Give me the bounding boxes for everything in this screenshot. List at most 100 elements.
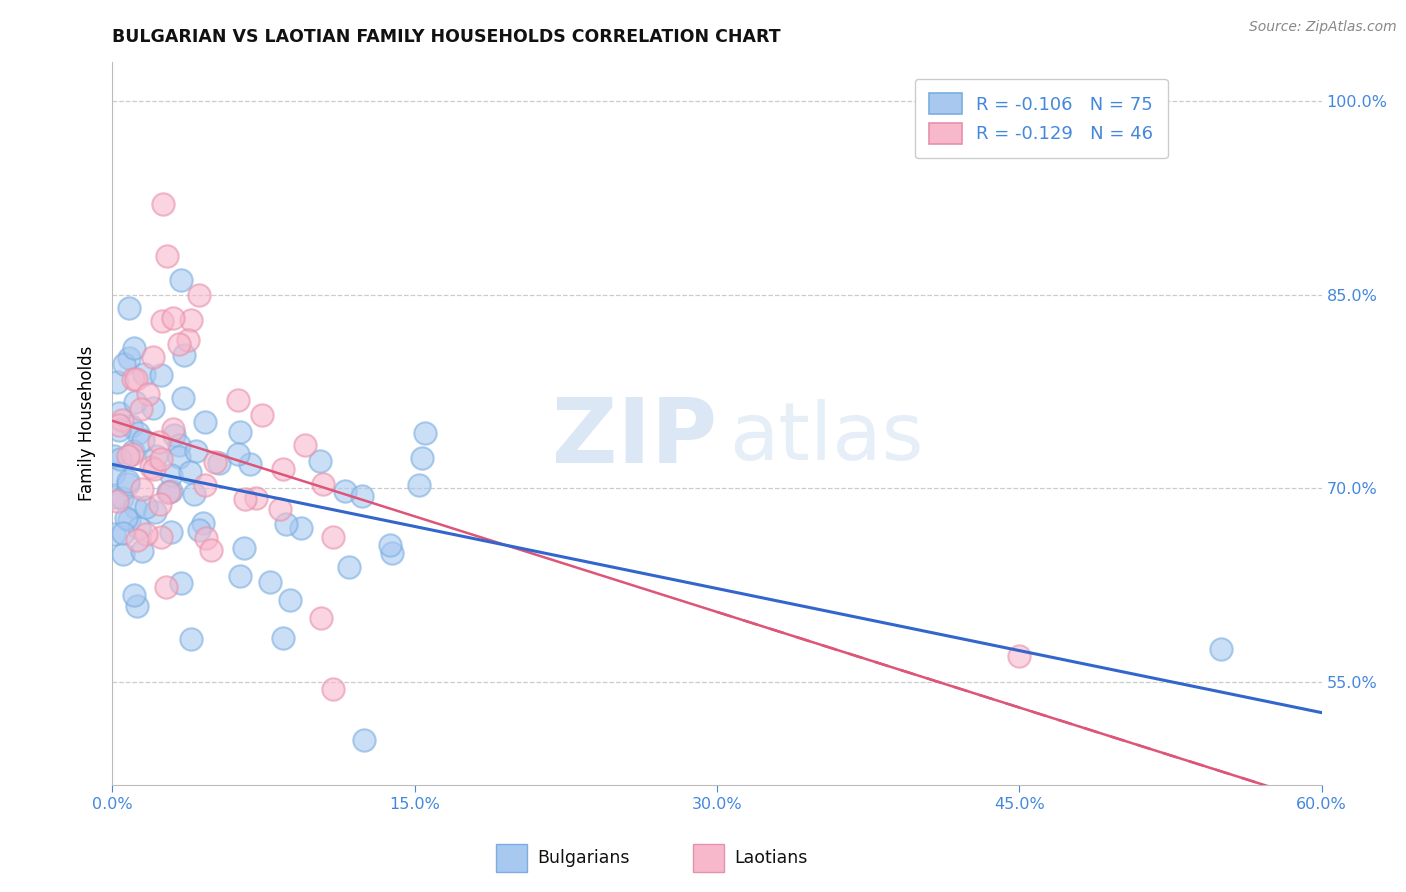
Point bbox=[122, 372, 145, 386]
Point bbox=[312, 477, 335, 491]
Point bbox=[139, 459, 162, 474]
Point bbox=[117, 477, 139, 491]
Point bbox=[335, 483, 357, 498]
Point bbox=[163, 428, 186, 442]
Point bbox=[309, 454, 332, 468]
Text: BULGARIAN VS LAOTIAN FAMILY HOUSEHOLDS CORRELATION CHART: BULGARIAN VS LAOTIAN FAMILY HOUSEHOLDS C… bbox=[112, 28, 782, 45]
Point bbox=[120, 419, 142, 434]
Point bbox=[413, 426, 436, 441]
Point bbox=[125, 533, 148, 548]
Point bbox=[195, 531, 218, 545]
Point bbox=[149, 530, 172, 544]
Point bbox=[322, 530, 344, 544]
Text: Bulgarians: Bulgarians bbox=[537, 849, 630, 867]
Point bbox=[117, 449, 139, 463]
Point bbox=[408, 478, 430, 492]
Point bbox=[121, 444, 143, 458]
Point bbox=[142, 401, 165, 415]
Point bbox=[269, 502, 291, 516]
Point bbox=[124, 500, 146, 514]
Point bbox=[122, 588, 145, 602]
Point bbox=[380, 538, 402, 552]
Point bbox=[188, 523, 211, 537]
Point bbox=[150, 368, 173, 383]
Point bbox=[290, 521, 312, 535]
Point bbox=[124, 395, 146, 409]
Point bbox=[157, 485, 180, 500]
Point bbox=[278, 593, 301, 607]
Point bbox=[111, 412, 134, 426]
Point bbox=[108, 452, 131, 467]
Y-axis label: Family Households: Family Households bbox=[77, 346, 96, 501]
Point bbox=[274, 517, 297, 532]
Point bbox=[179, 465, 201, 479]
Point bbox=[322, 682, 344, 697]
Point bbox=[194, 415, 217, 429]
Point bbox=[1209, 642, 1232, 657]
Point bbox=[112, 357, 135, 371]
Point bbox=[309, 611, 332, 625]
Point bbox=[103, 449, 125, 463]
Point bbox=[250, 408, 273, 422]
Point bbox=[117, 475, 139, 489]
Point bbox=[142, 462, 165, 476]
Point bbox=[149, 451, 172, 466]
Point bbox=[172, 391, 194, 405]
Point bbox=[233, 492, 256, 507]
Point bbox=[122, 341, 145, 355]
Point bbox=[245, 491, 267, 506]
Point bbox=[132, 434, 155, 448]
Point bbox=[180, 313, 202, 327]
Point bbox=[103, 490, 125, 504]
Point bbox=[118, 513, 141, 527]
Point bbox=[129, 402, 152, 417]
Point bbox=[150, 314, 173, 328]
Point bbox=[233, 541, 256, 555]
Point bbox=[103, 466, 125, 480]
Point bbox=[226, 392, 249, 407]
Point bbox=[149, 497, 172, 511]
Point bbox=[187, 287, 209, 301]
Point bbox=[167, 438, 190, 452]
Point bbox=[353, 732, 375, 747]
Text: ZIP: ZIP bbox=[553, 394, 717, 483]
Point bbox=[156, 249, 179, 263]
Point bbox=[125, 599, 148, 613]
Point bbox=[105, 494, 128, 508]
Point bbox=[118, 351, 141, 365]
Point bbox=[183, 487, 205, 501]
Point bbox=[162, 310, 184, 325]
Point bbox=[160, 525, 183, 540]
Point bbox=[239, 457, 262, 471]
Point bbox=[107, 375, 129, 389]
Point bbox=[145, 450, 167, 464]
Point bbox=[337, 560, 360, 574]
Point bbox=[103, 527, 125, 541]
Point bbox=[160, 483, 183, 498]
Point bbox=[135, 527, 157, 541]
Point bbox=[229, 425, 252, 439]
Point bbox=[294, 438, 316, 452]
Point bbox=[273, 631, 295, 645]
Point bbox=[1008, 648, 1031, 663]
Point bbox=[131, 482, 153, 496]
Point bbox=[184, 444, 207, 458]
Text: Laotians: Laotians bbox=[734, 849, 807, 867]
Point bbox=[142, 350, 165, 364]
Point bbox=[229, 569, 252, 583]
Point bbox=[160, 467, 183, 482]
Point bbox=[208, 456, 231, 470]
Point bbox=[135, 500, 157, 514]
Point bbox=[118, 301, 141, 315]
Point bbox=[152, 197, 174, 211]
Point bbox=[128, 521, 150, 535]
Point bbox=[204, 454, 226, 468]
Point bbox=[259, 574, 281, 589]
Point bbox=[381, 546, 404, 560]
Point bbox=[173, 348, 195, 362]
Point bbox=[127, 426, 149, 441]
Point bbox=[134, 367, 156, 381]
Point bbox=[121, 447, 143, 461]
Point bbox=[271, 462, 294, 476]
Point bbox=[177, 333, 200, 347]
